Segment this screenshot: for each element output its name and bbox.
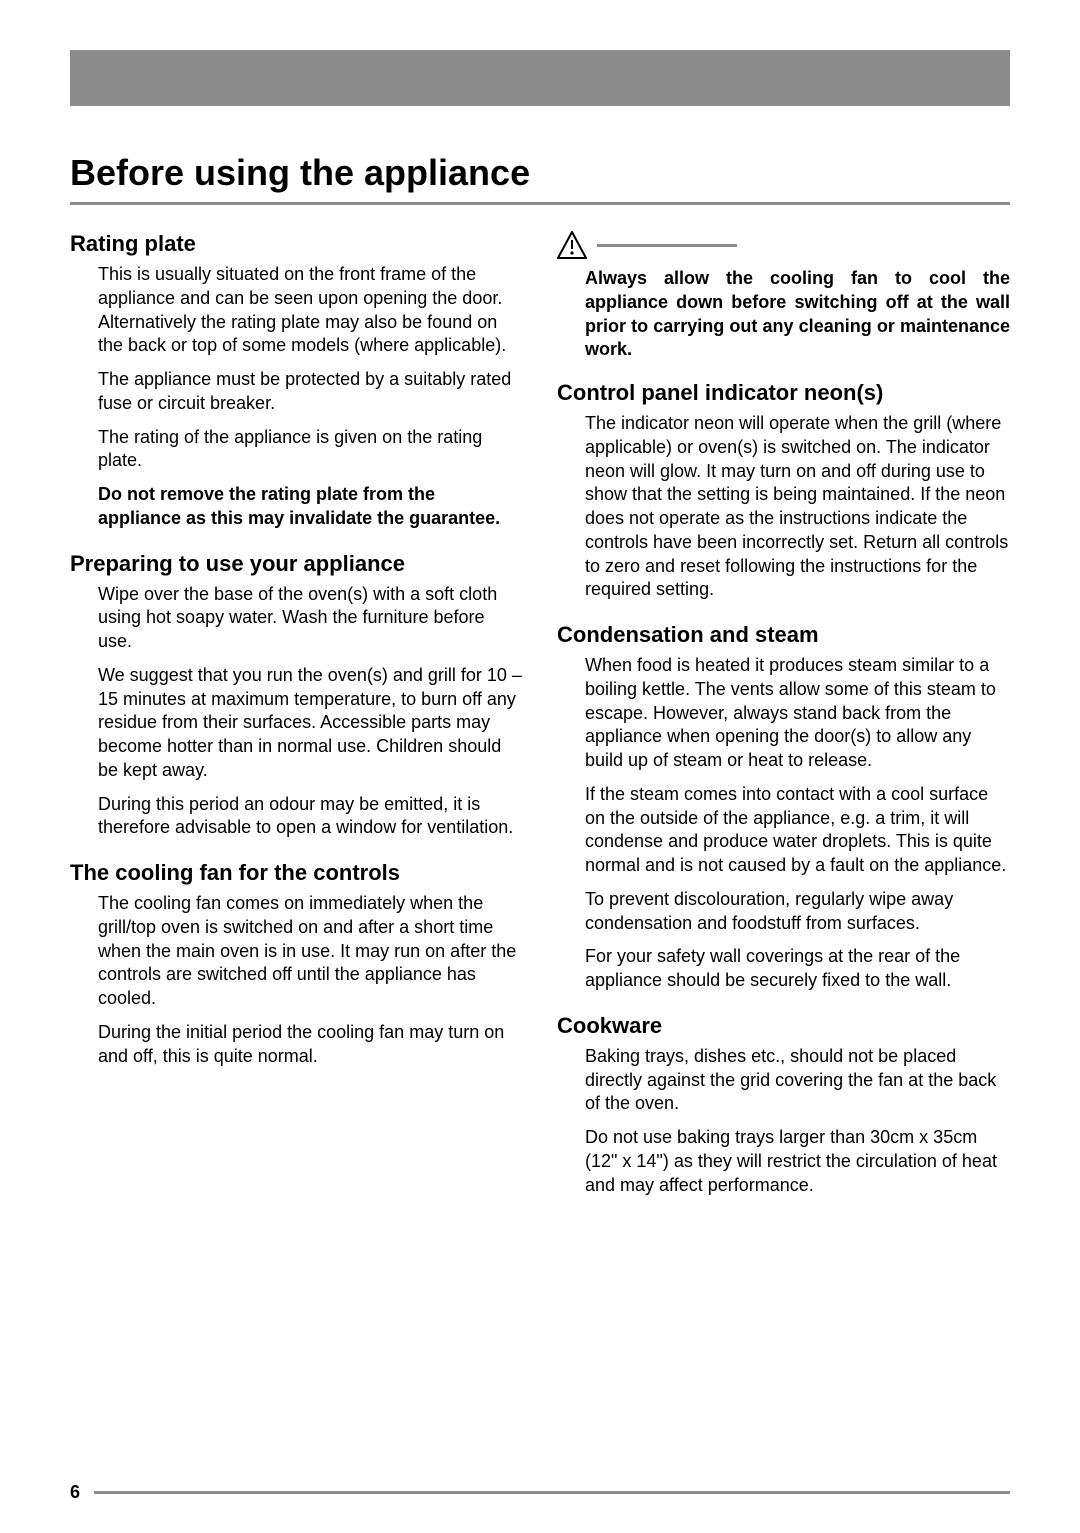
- header-band: [70, 50, 1010, 106]
- heading-cookware: Cookware: [557, 1013, 1010, 1039]
- paragraph: If the steam comes into contact with a c…: [585, 783, 1010, 878]
- paragraph-bold: Do not remove the rating plate from the …: [98, 483, 523, 531]
- footer-rule: [94, 1491, 1010, 1494]
- section-neons: Control panel indicator neon(s) The indi…: [557, 380, 1010, 602]
- section-cooling-fan: The cooling fan for the controls The coo…: [70, 860, 523, 1068]
- warning-icon: [557, 231, 587, 259]
- paragraph: During the initial period the cooling fa…: [98, 1021, 523, 1069]
- paragraph: We suggest that you run the oven(s) and …: [98, 664, 523, 783]
- two-column-layout: Rating plate This is usually situated on…: [70, 231, 1010, 1217]
- warning-text: Always allow the cooling fan to cool the…: [585, 267, 1010, 362]
- heading-cooling-fan: The cooling fan for the controls: [70, 860, 523, 886]
- paragraph: The appliance must be protected by a sui…: [98, 368, 523, 416]
- heading-rating-plate: Rating plate: [70, 231, 523, 257]
- paragraph: For your safety wall coverings at the re…: [585, 945, 1010, 993]
- title-rule: Before using the appliance: [70, 152, 1010, 205]
- paragraph: Do not use baking trays larger than 30cm…: [585, 1126, 1010, 1197]
- paragraph: Baking trays, dishes etc., should not be…: [585, 1045, 1010, 1116]
- heading-preparing: Preparing to use your appliance: [70, 551, 523, 577]
- paragraph: The rating of the appliance is given on …: [98, 426, 523, 474]
- paragraph: Wipe over the base of the oven(s) with a…: [98, 583, 523, 654]
- section-preparing: Preparing to use your appliance Wipe ove…: [70, 551, 523, 841]
- paragraph: This is usually situated on the front fr…: [98, 263, 523, 358]
- page-number: 6: [70, 1482, 80, 1503]
- heading-neons: Control panel indicator neon(s): [557, 380, 1010, 406]
- section-rating-plate: Rating plate This is usually situated on…: [70, 231, 523, 531]
- paragraph: The cooling fan comes on immediately whe…: [98, 892, 523, 1011]
- heading-condensation: Condensation and steam: [557, 622, 1010, 648]
- warning-rule: [597, 244, 737, 247]
- paragraph: When food is heated it produces steam si…: [585, 654, 1010, 773]
- paragraph: The indicator neon will operate when the…: [585, 412, 1010, 602]
- warning-header: [557, 231, 1010, 259]
- footer: 6: [70, 1482, 1010, 1503]
- right-column: Always allow the cooling fan to cool the…: [557, 231, 1010, 1217]
- paragraph: To prevent discolouration, regularly wip…: [585, 888, 1010, 936]
- page: Before using the appliance Rating plate …: [0, 0, 1080, 1533]
- page-title: Before using the appliance: [70, 152, 1010, 194]
- section-cookware: Cookware Baking trays, dishes etc., shou…: [557, 1013, 1010, 1198]
- left-column: Rating plate This is usually situated on…: [70, 231, 523, 1217]
- paragraph: During this period an odour may be emitt…: [98, 793, 523, 841]
- section-condensation: Condensation and steam When food is heat…: [557, 622, 1010, 993]
